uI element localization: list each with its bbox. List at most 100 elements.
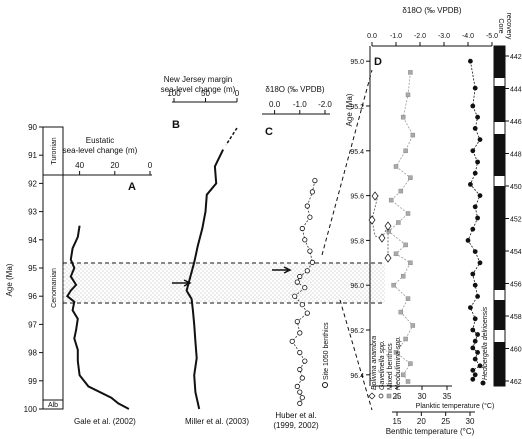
- panel-d-age-axis-title: Age (Ma): [345, 93, 354, 126]
- legend: Bolivina anambra Gavelinella spp. Mixed …: [368, 306, 489, 400]
- panel-a-axis-title-2: sea-level change (m): [63, 146, 138, 155]
- legend-mixed-benthics: Mixed benthics: [387, 343, 394, 390]
- benthic-temp-tick-label: 30: [466, 417, 475, 426]
- panel-d-top-tick-label: -2.0: [414, 33, 426, 40]
- panel-c-data-point: [307, 214, 313, 220]
- panel-c-source-1: Huber et al.: [275, 411, 316, 420]
- benthic-data-point: [388, 197, 394, 203]
- planktic-data-point: [472, 125, 478, 131]
- stage-cenomanian: Cenomanian: [51, 268, 58, 308]
- benthic-data-point: [400, 114, 406, 120]
- panel-c-data-point: [307, 248, 313, 254]
- core-recovered-interval: [494, 300, 505, 330]
- planktic-data-point: [468, 305, 473, 310]
- planktic-data-point: [475, 294, 480, 299]
- panel-c-data-point: [297, 366, 303, 373]
- core-recovered-interval: [494, 46, 505, 78]
- left-age-tick-label: 99: [28, 377, 37, 386]
- core-recovered-interval: [494, 86, 505, 122]
- benthic-data-point: [400, 372, 406, 378]
- panel-a-letter: A: [128, 181, 136, 193]
- panel-c-data-point: [297, 330, 303, 336]
- planktic-data-point: [477, 260, 483, 266]
- panel-d-letter: D: [374, 56, 382, 68]
- planktic-data-point: [472, 282, 478, 288]
- core-recovered-interval: [494, 134, 505, 176]
- stage-albian: Alb: [48, 402, 58, 409]
- benthic-data-point: [400, 273, 406, 279]
- panel-d-top-axis-title: δ18O (‰ VPDB): [402, 6, 461, 15]
- panel-a: Eustatic sea-level change (m) 40 20 0 A Ga…: [63, 136, 153, 426]
- left-age-axis-title: Age (Ma): [5, 263, 14, 296]
- planktic-data-point: [475, 350, 480, 355]
- panel-c-axis-title: δ18O (‰ VPDB): [265, 85, 324, 94]
- depth-tick-label: 444: [510, 87, 522, 94]
- panel-b-tick-label: 0: [235, 89, 240, 98]
- panel-c-data-point: [294, 279, 300, 285]
- panel-c-series-label: Site 1050 benthics: [323, 322, 330, 380]
- benthic-data-point: [405, 296, 411, 301]
- planktic-data-point: [470, 327, 476, 333]
- panel-d-top-tick-label: -4.0: [462, 33, 474, 40]
- core-recovered-interval: [494, 342, 505, 386]
- panel-a-tick-label: 40: [75, 161, 84, 170]
- left-age-tick-label: 93: [28, 208, 37, 217]
- benthic-data-point: [410, 132, 416, 138]
- tie-line-top: [321, 69, 373, 256]
- correlation-band: [63, 263, 385, 303]
- planktic-data-point: [475, 114, 480, 120]
- benthic-data-point: [393, 350, 399, 355]
- benthic-data-point: [410, 323, 416, 328]
- panel-c-data-point: [292, 293, 298, 299]
- panel-b-tick-label: 100: [167, 89, 181, 98]
- panel-b-source: Miller et al. (2003): [185, 417, 249, 426]
- panel-c-data-point: [312, 178, 318, 184]
- panel-c: δ18O (‰ VPDB) 0.0 -1.0 -2.0 C Site 1050 be…: [262, 85, 332, 430]
- planktic-data-point: [472, 372, 478, 378]
- left-age-tick-label: 96: [28, 292, 37, 301]
- left-age-tick-label: 94: [28, 236, 37, 245]
- core-recovery-label-1: Core: [497, 18, 504, 33]
- benthic-data-point: [405, 211, 411, 216]
- legend-bolivina: Bolivina anambra: [371, 336, 378, 390]
- panel-c-data-point: [304, 310, 310, 316]
- left-age-tick-label: 98: [28, 349, 37, 358]
- panel-b-arrow: [172, 279, 192, 287]
- planktic-data-point: [470, 148, 476, 154]
- benthic-data-point: [408, 70, 413, 75]
- benthic-data-point: [403, 242, 408, 248]
- benthic-data-point: [405, 92, 411, 98]
- depth-tick-label: 462: [510, 379, 522, 386]
- benthic-temp-tick-label: 15: [393, 417, 402, 426]
- panel-c-data-point: [299, 225, 305, 232]
- panel-b-axis-title-2: sea-level change (m): [161, 85, 236, 94]
- legend-gavelinella: Gavelinella spp.: [379, 340, 386, 390]
- bolivina-series-markers: [368, 191, 392, 263]
- panel-d-top-tick-label: 0.0: [367, 33, 377, 40]
- planktic-axis-title: Planktic temperature (°C): [416, 402, 495, 410]
- planktic-data-point: [477, 193, 483, 199]
- planktic-data-point: [472, 170, 478, 176]
- panel-c-source-2: (1999, 2002): [273, 421, 319, 430]
- planktic-data-point: [472, 356, 478, 362]
- benthic-data-point: [393, 164, 399, 169]
- panel-c-data-point: [294, 318, 300, 325]
- panel-d-top-tick-label: -1.0: [390, 33, 402, 40]
- depth-tick-label: 454: [510, 249, 522, 256]
- panel-d-age-tick-label: 96.0: [350, 283, 364, 290]
- panel-c-data-point: [304, 268, 310, 274]
- planktic-data-point: [472, 85, 478, 91]
- panel-c-data-point: [297, 389, 303, 395]
- depth-tick-label: 442: [510, 54, 522, 61]
- planktic-data-point: [475, 215, 480, 221]
- benthic-data-point: [398, 188, 404, 194]
- planktic-data-point: [475, 159, 480, 165]
- planktic-data-point: [470, 103, 476, 109]
- depth-tick-label: 448: [510, 152, 522, 159]
- planktic-data-point: [465, 238, 471, 243]
- planktic-data-point: [470, 226, 476, 232]
- panel-b-sea-level-curve: [185, 149, 224, 410]
- panel-c-data-point: [299, 302, 305, 308]
- panel-d: δ18O (‰ VPDB) 0.0 -1.0 -2.0 -3.0 -4.0 -5.0 Co…: [345, 6, 522, 436]
